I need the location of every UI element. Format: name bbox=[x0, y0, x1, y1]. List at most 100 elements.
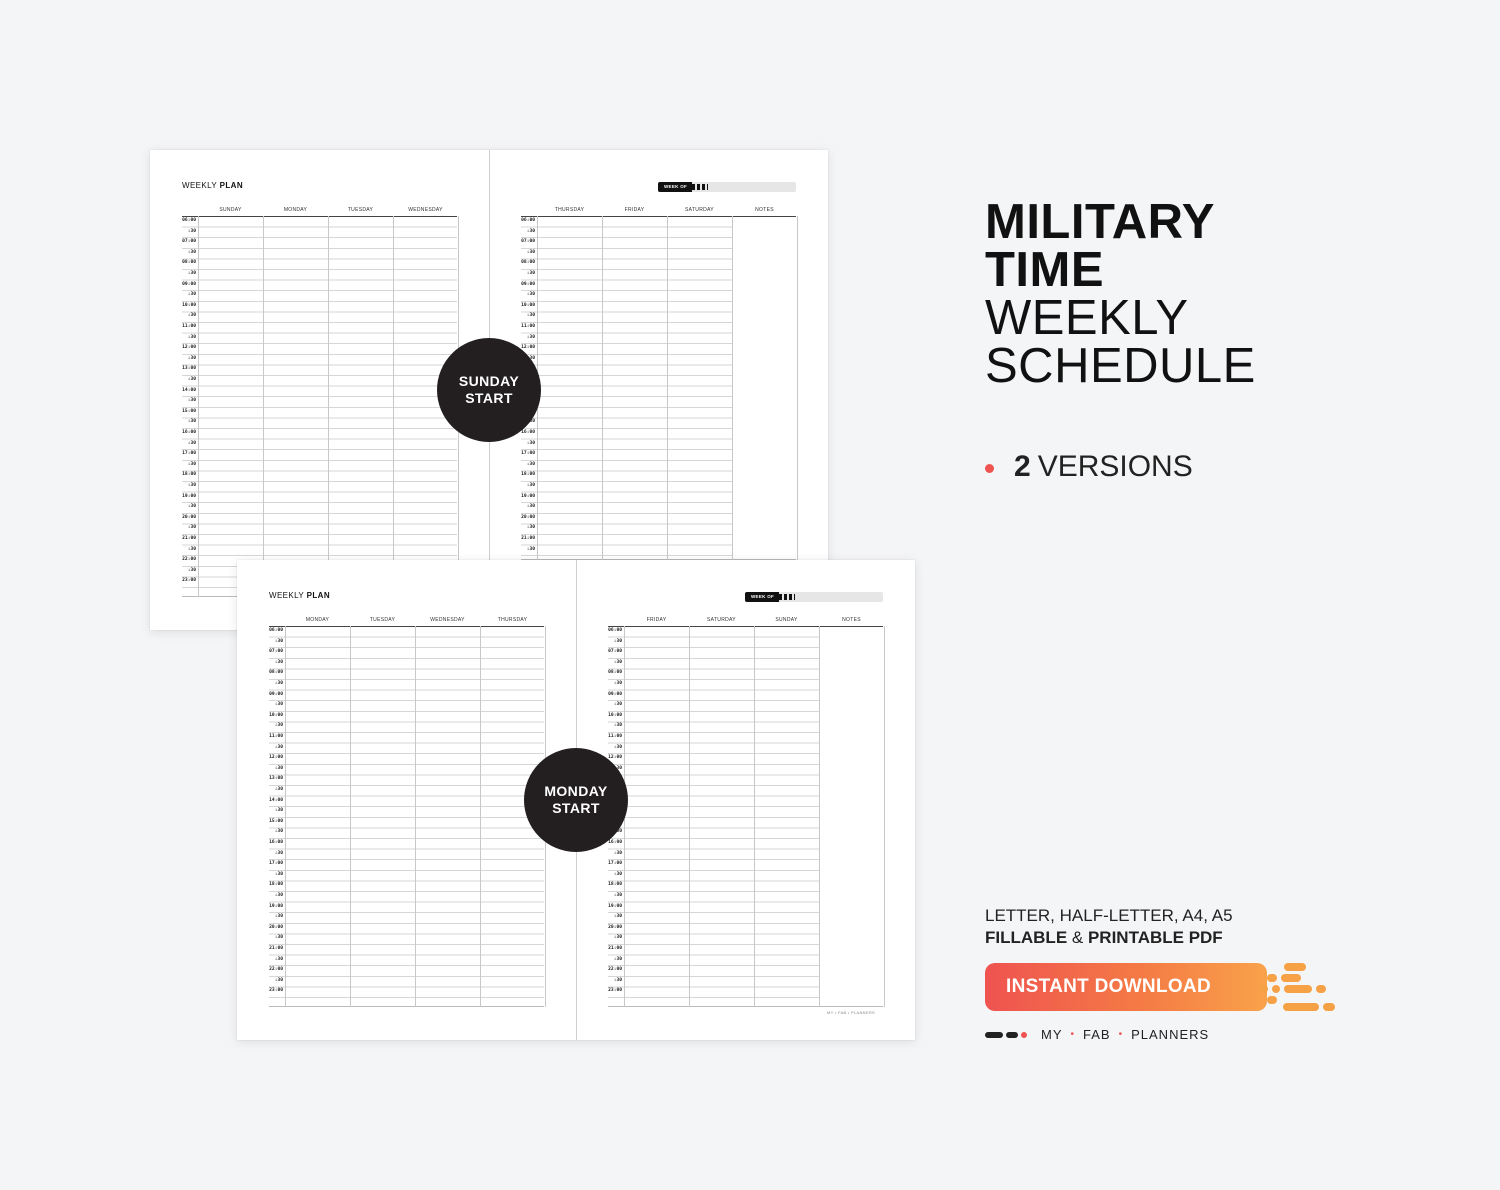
time-label: 21:00 bbox=[269, 946, 283, 951]
time-label: 18:00 bbox=[182, 472, 196, 478]
column-divider bbox=[819, 626, 820, 1007]
time-label: :30 bbox=[613, 638, 622, 644]
time-label: :30 bbox=[274, 850, 283, 856]
time-label: 11:00 bbox=[608, 734, 622, 739]
time-label: 20:00 bbox=[521, 514, 535, 520]
time-label: :30 bbox=[187, 546, 196, 552]
column-divider bbox=[198, 216, 199, 597]
time-label: :30 bbox=[613, 977, 622, 983]
week-of-field: WEEK OF bbox=[745, 592, 883, 602]
brand-fab: FAB bbox=[1083, 1027, 1111, 1042]
time-label: 20:00 bbox=[269, 924, 283, 930]
versions-count: 2 bbox=[1014, 450, 1031, 483]
time-label: 06:00 bbox=[521, 218, 535, 223]
headline-line-2: TIME bbox=[985, 243, 1105, 297]
time-label: 15:00 bbox=[269, 818, 283, 824]
time-label: :30 bbox=[613, 850, 622, 856]
time-label: 10:00 bbox=[608, 712, 622, 718]
time-label: 23:00 bbox=[608, 988, 622, 994]
time-label: :30 bbox=[274, 723, 283, 729]
time-label: 09:00 bbox=[521, 281, 535, 287]
instant-download-button[interactable]: INSTANT DOWNLOAD bbox=[985, 963, 1267, 1011]
week-of-field: WEEK OF bbox=[658, 182, 796, 192]
day-header: FRIDAY bbox=[646, 617, 667, 623]
time-label: 06:00 bbox=[182, 218, 196, 223]
planner-spread-monday-start: WEEKLY PLAN WEEK OF MONDAY TUESDAY WEDNESD… bbox=[237, 560, 915, 1040]
time-label: 07:00 bbox=[269, 649, 283, 655]
time-label: 22:00 bbox=[608, 967, 622, 973]
column-divider bbox=[602, 216, 603, 560]
time-label: :30 bbox=[187, 483, 196, 488]
time-label: :30 bbox=[526, 249, 535, 255]
day-header: SUNDAY bbox=[219, 207, 242, 213]
time-label: :30 bbox=[274, 829, 283, 835]
time-label: 08:00 bbox=[521, 260, 535, 266]
brand-my: MY bbox=[1041, 1027, 1063, 1042]
time-label: :30 bbox=[526, 228, 535, 234]
time-label: 08:00 bbox=[608, 670, 622, 676]
time-label: :30 bbox=[274, 871, 283, 877]
time-label: 19:00 bbox=[182, 493, 196, 499]
badge-line-2: START bbox=[465, 390, 513, 406]
time-label: :30 bbox=[187, 398, 196, 404]
week-of-label: WEEK OF bbox=[658, 182, 692, 192]
time-label: :30 bbox=[526, 546, 535, 552]
sunday-start-badge: SUNDAY START bbox=[437, 338, 541, 442]
time-label: 07:00 bbox=[521, 239, 535, 245]
time-label: :30 bbox=[274, 638, 283, 644]
time-label: 16:00 bbox=[269, 840, 283, 845]
day-header: SATURDAY bbox=[707, 617, 736, 623]
time-label: 17:00 bbox=[521, 451, 535, 457]
day-header: MONDAY bbox=[305, 617, 330, 623]
time-label: :30 bbox=[187, 228, 196, 234]
plan-title: WEEKLY PLAN bbox=[269, 591, 331, 600]
time-label: :30 bbox=[187, 377, 196, 382]
speed-dots bbox=[779, 594, 795, 600]
time-label: :30 bbox=[274, 935, 283, 941]
time-label: 20:00 bbox=[608, 924, 622, 930]
schedule-grid-left: SUNDAY MONDAY TUESDAY WEDNESDAY 06:00:30 07:0… bbox=[182, 207, 459, 597]
time-label: :30 bbox=[274, 681, 283, 686]
time-label: :30 bbox=[613, 702, 622, 708]
time-label: :30 bbox=[526, 461, 535, 467]
time-label: 18:00 bbox=[608, 882, 622, 888]
time-label: :30 bbox=[187, 355, 196, 361]
time-label: :30 bbox=[274, 808, 283, 814]
day-header: SATURDAY bbox=[685, 207, 714, 213]
column-divider bbox=[263, 216, 264, 597]
notes-area[interactable] bbox=[733, 217, 797, 559]
time-label: :30 bbox=[613, 659, 622, 665]
time-label: :30 bbox=[187, 334, 196, 340]
time-label: 16:00 bbox=[182, 430, 196, 435]
headline-line-1: MILITARY bbox=[985, 195, 1215, 249]
time-label: :30 bbox=[187, 567, 196, 573]
time-label: :30 bbox=[526, 292, 535, 298]
time-label: 19:00 bbox=[608, 903, 622, 909]
plan-title: WEEKLY PLAN bbox=[182, 181, 244, 190]
time-label: 13:00 bbox=[182, 366, 196, 372]
notes-area[interactable] bbox=[820, 627, 884, 1006]
time-label: 09:00 bbox=[182, 281, 196, 287]
time-label: 22:00 bbox=[182, 557, 196, 563]
time-label: :30 bbox=[613, 829, 622, 835]
time-label: 23:00 bbox=[182, 578, 196, 584]
time-label: 21:00 bbox=[521, 536, 535, 541]
time-label: 07:00 bbox=[608, 649, 622, 655]
column-divider bbox=[797, 216, 798, 560]
brand-separator: • bbox=[1118, 1029, 1124, 1040]
time-label: :30 bbox=[613, 681, 622, 686]
day-header: MONDAY bbox=[283, 207, 308, 213]
column-divider bbox=[732, 216, 733, 560]
brand-separator: • bbox=[1070, 1029, 1076, 1040]
time-label: 06:00 bbox=[269, 628, 283, 633]
column-divider bbox=[667, 216, 668, 560]
schedule-grid-left: MONDAY TUESDAY WEDNESDAY THURSDAY 06:00:30 07… bbox=[269, 617, 546, 1007]
time-label: :30 bbox=[526, 334, 535, 340]
headline-line-3: WEEKLY bbox=[985, 291, 1189, 345]
badge-line-2: START bbox=[552, 800, 600, 816]
versions-bullet: 2 VERSIONS bbox=[985, 450, 1193, 484]
time-label: :30 bbox=[613, 956, 622, 962]
day-header: THURSDAY bbox=[497, 617, 528, 623]
time-label: 09:00 bbox=[608, 691, 622, 697]
time-label: 19:00 bbox=[269, 903, 283, 909]
